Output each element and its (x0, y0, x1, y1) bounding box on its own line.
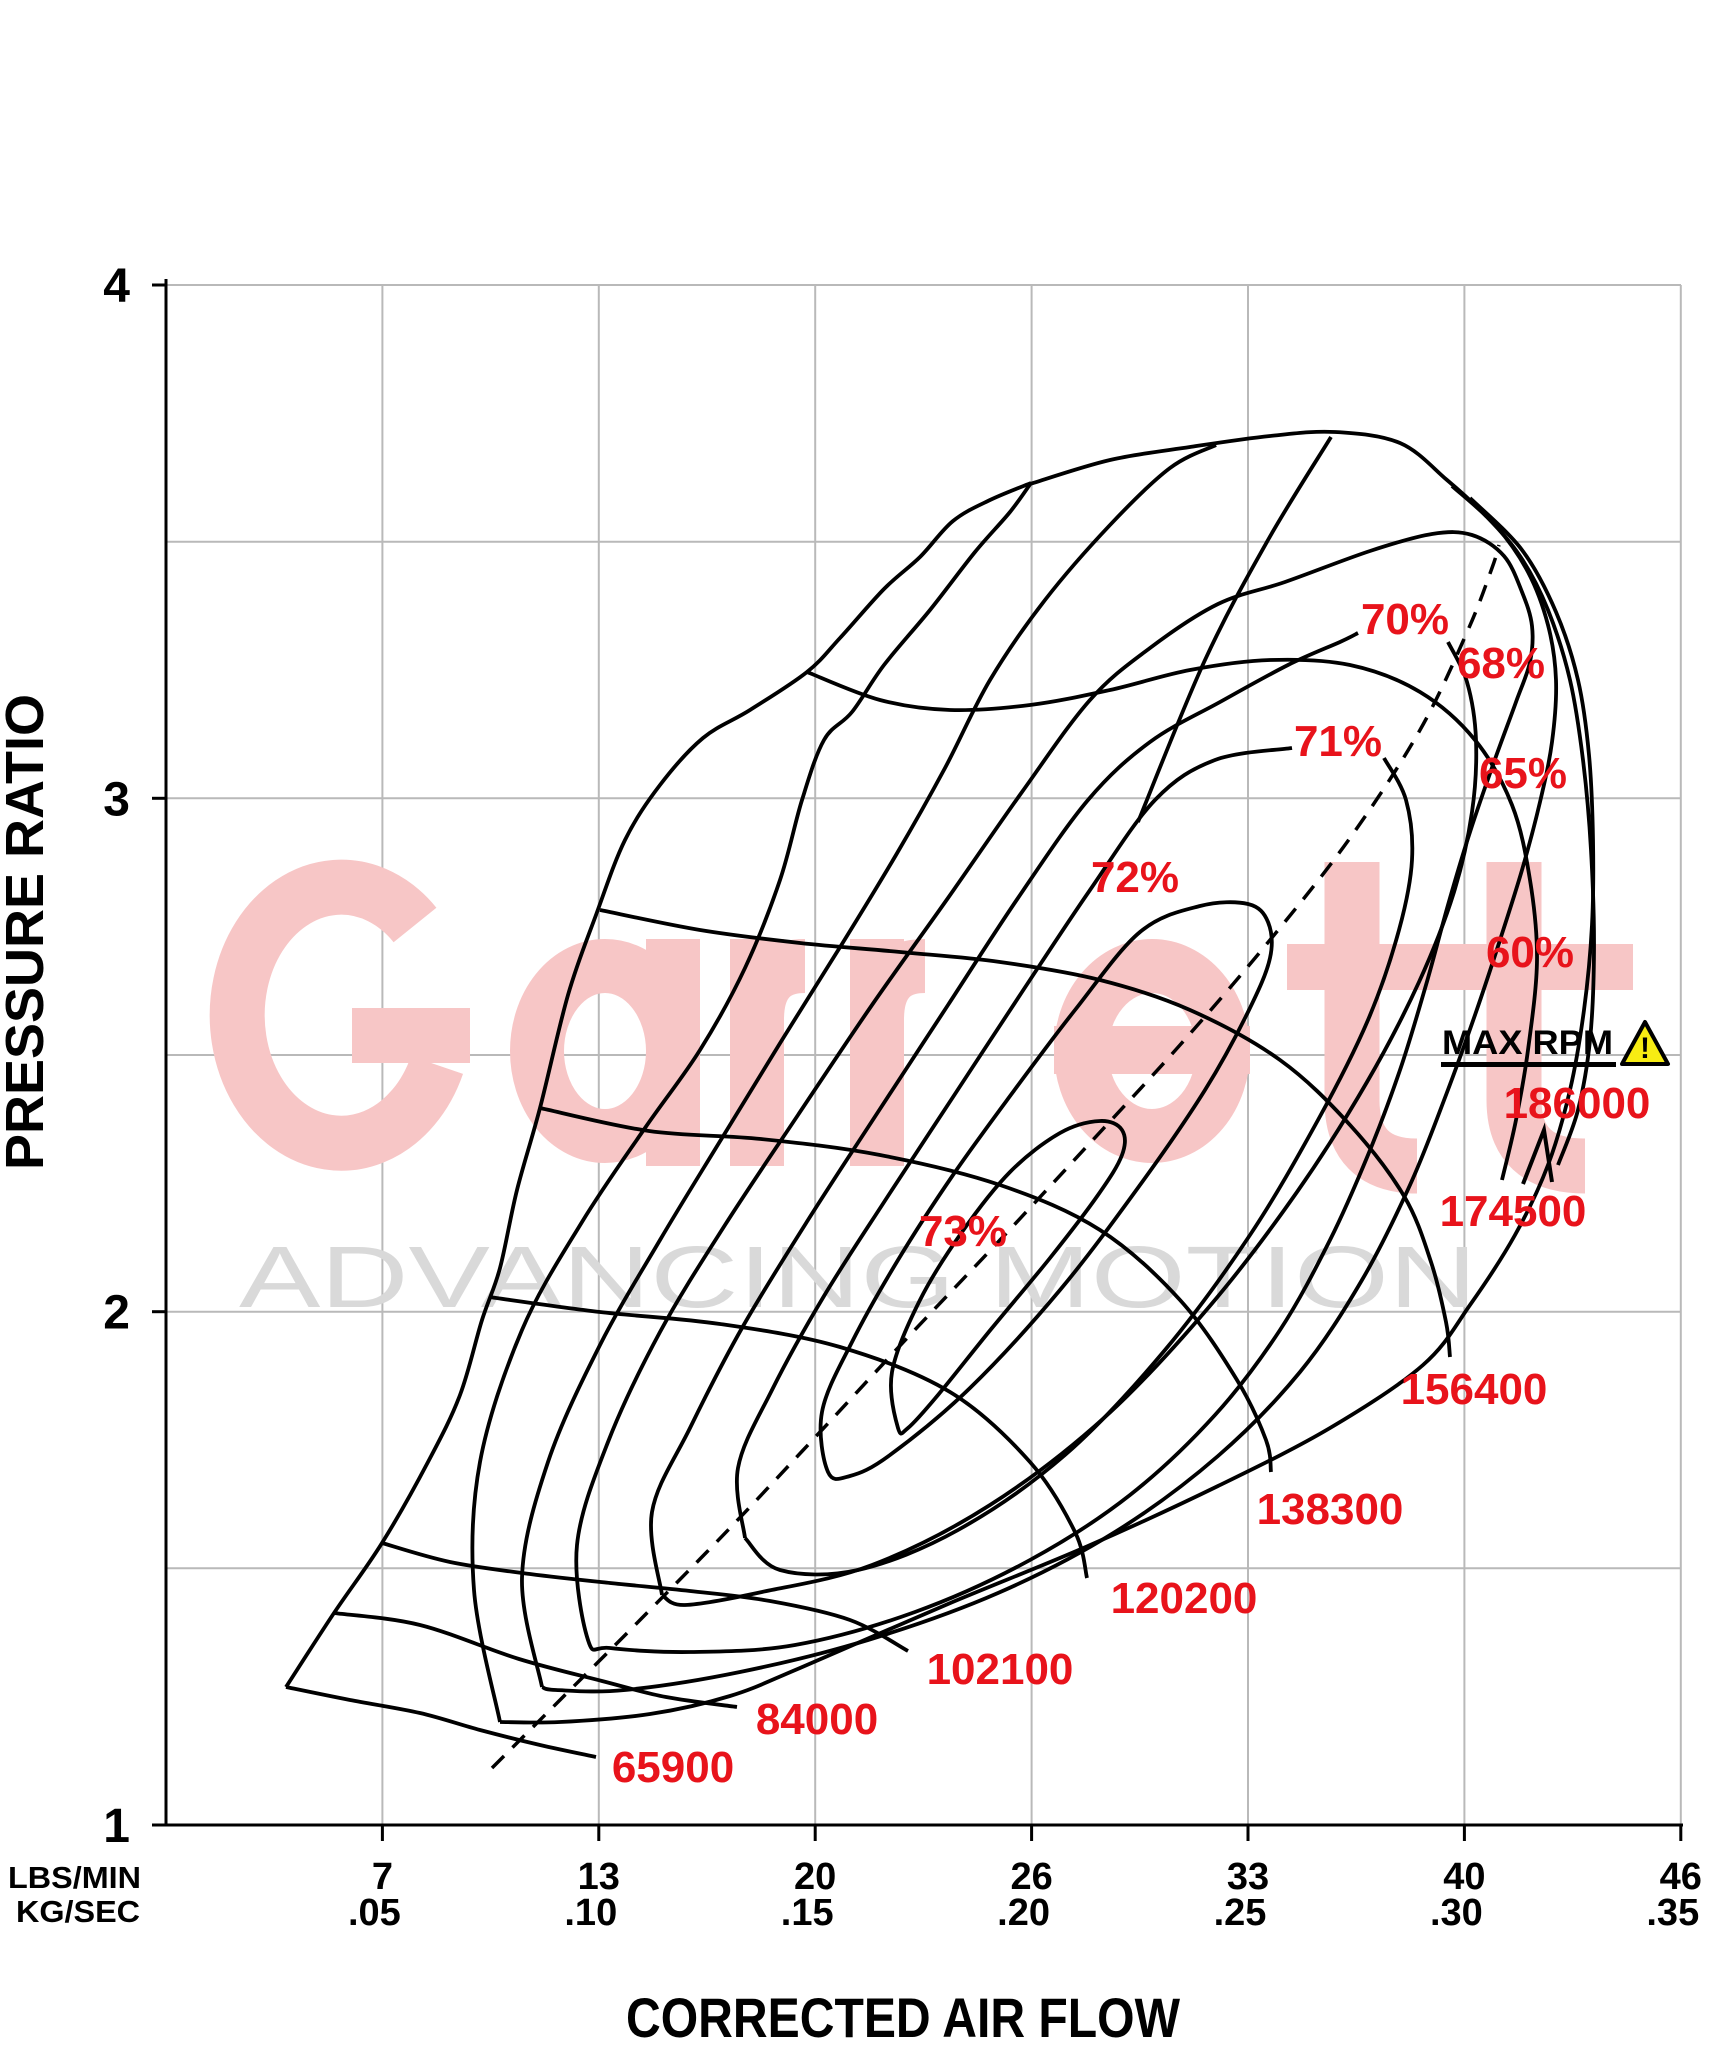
svg-text:PRESSURE RATIO: PRESSURE RATIO (0, 694, 55, 1170)
svg-text:20: 20 (794, 1856, 836, 1898)
svg-text:7: 7 (372, 1856, 393, 1898)
svg-text:.15: .15 (781, 1892, 834, 1934)
svg-text:174500: 174500 (1440, 1187, 1587, 1236)
svg-text:26: 26 (1010, 1856, 1052, 1898)
svg-text:CORRECTED AIR FLOW: CORRECTED AIR FLOW (626, 1986, 1180, 2048)
svg-text:73%: 73% (919, 1207, 1007, 1256)
svg-text:72%: 72% (1091, 853, 1179, 902)
svg-text:68%: 68% (1457, 639, 1545, 688)
svg-text:65900: 65900 (612, 1743, 734, 1792)
svg-text:33: 33 (1227, 1856, 1269, 1898)
svg-text:186000: 186000 (1504, 1079, 1651, 1128)
svg-text:2: 2 (103, 1287, 130, 1340)
svg-text:70%: 70% (1361, 595, 1449, 644)
svg-text:MAX RPM: MAX RPM (1442, 1024, 1613, 1062)
svg-text:.10: .10 (564, 1892, 617, 1934)
svg-text:!: ! (1640, 1032, 1650, 1065)
svg-text:84000: 84000 (756, 1695, 878, 1744)
svg-text:4: 4 (103, 260, 130, 313)
svg-text:65%: 65% (1479, 749, 1567, 798)
svg-text:46: 46 (1660, 1856, 1702, 1898)
svg-text:156400: 156400 (1401, 1365, 1548, 1414)
svg-text:.20: .20 (997, 1892, 1050, 1934)
svg-text:120200: 120200 (1111, 1574, 1258, 1623)
svg-text:.30: .30 (1430, 1892, 1483, 1934)
svg-text:.25: .25 (1214, 1892, 1267, 1934)
svg-text:1: 1 (103, 1800, 130, 1853)
svg-text:71%: 71% (1294, 717, 1382, 766)
svg-text:138300: 138300 (1257, 1485, 1404, 1534)
svg-text:KG/SEC: KG/SEC (16, 1894, 140, 1929)
svg-text:60%: 60% (1486, 928, 1574, 977)
svg-text:13: 13 (578, 1856, 620, 1898)
svg-text:.35: .35 (1646, 1892, 1699, 1934)
svg-text:3: 3 (103, 773, 130, 826)
svg-text:40: 40 (1443, 1856, 1485, 1898)
svg-text:LBS/MIN: LBS/MIN (8, 1860, 141, 1895)
svg-text:102100: 102100 (927, 1645, 1074, 1694)
svg-text:.05: .05 (348, 1892, 401, 1934)
